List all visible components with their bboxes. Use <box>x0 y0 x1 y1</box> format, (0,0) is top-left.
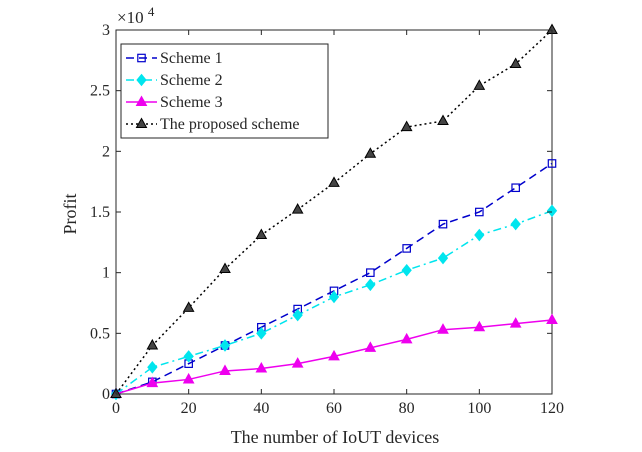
data-point <box>366 268 375 277</box>
data-point <box>183 350 194 363</box>
legend-box <box>120 43 329 139</box>
data-point <box>219 364 231 375</box>
y-tick-label: 0 <box>102 386 110 403</box>
legend-label: The proposed scheme <box>160 116 300 133</box>
data-point <box>400 332 413 344</box>
data-point <box>546 313 558 324</box>
data-point <box>328 290 340 304</box>
data-point <box>256 327 267 340</box>
series-4 <box>110 23 558 398</box>
legend-marker <box>135 117 148 128</box>
x-tick-label: 100 <box>467 400 491 417</box>
data-point <box>475 207 484 217</box>
data-point <box>509 57 522 68</box>
series-layer <box>110 23 558 401</box>
y-tick-label: 1.5 <box>90 204 110 221</box>
x-tick-label: 120 <box>540 400 564 417</box>
data-point <box>400 120 413 132</box>
data-point <box>219 339 231 352</box>
x-tick-label: 0 <box>112 400 120 417</box>
data-point <box>401 263 412 277</box>
data-point <box>147 361 158 374</box>
data-point <box>437 114 449 125</box>
data-point <box>146 376 159 388</box>
y-tick-label: 1 <box>102 265 110 282</box>
x-axis-label: The number of IoUT devices <box>231 427 440 447</box>
legend-marker <box>137 53 146 63</box>
y-multiplier-base: ×10 <box>117 8 144 27</box>
data-point <box>364 341 377 352</box>
legend-label: Scheme 2 <box>160 72 223 89</box>
data-point <box>219 262 231 274</box>
data-point <box>365 278 376 292</box>
y-axis-label: Profit <box>60 193 80 234</box>
x-tick-label: 40 <box>253 400 269 417</box>
data-point <box>473 79 486 90</box>
data-point <box>291 357 304 368</box>
data-point <box>182 301 195 312</box>
data-point <box>437 251 449 265</box>
y-multiplier: ×10 4 <box>117 4 155 27</box>
x-tick-label: 20 <box>181 400 197 417</box>
legend: Scheme 1 Scheme 2 Scheme 3 The proposed sch… <box>120 43 329 139</box>
data-point <box>510 217 521 231</box>
y-tick-label: 2 <box>102 143 110 160</box>
legend-marker <box>136 73 147 87</box>
data-point <box>292 308 303 322</box>
data-point <box>182 372 195 384</box>
legend-label: Scheme 3 <box>160 94 223 111</box>
data-point <box>364 147 377 158</box>
data-point <box>328 349 340 361</box>
y-multiplier-exponent: 4 <box>148 4 155 19</box>
legend-entry: Scheme 1 <box>126 50 223 67</box>
data-point <box>437 323 449 334</box>
data-point <box>328 176 340 187</box>
data-point <box>255 228 268 240</box>
data-point <box>473 320 486 332</box>
legend-label: Scheme 1 <box>160 50 223 67</box>
axes-layer: 0 20 40 60 80 100 120 0 0.5 1 1.5 2 2.5 3 <box>90 22 564 417</box>
legend-entry: The proposed scheme <box>126 116 300 133</box>
y-tick-label: 2.5 <box>90 83 110 100</box>
data-point <box>146 338 159 350</box>
y-tick-label: 3 <box>102 22 110 39</box>
x-tick-label: 80 <box>399 400 415 417</box>
legend-marker <box>135 95 148 106</box>
y-tick-label: 0.5 <box>90 325 110 342</box>
data-point <box>547 159 557 168</box>
x-tick-label: 60 <box>326 400 342 417</box>
legend-entry: Scheme 3 <box>126 94 223 111</box>
data-point <box>438 219 448 229</box>
data-point <box>255 361 268 373</box>
legend-entry: Scheme 2 <box>126 72 223 89</box>
data-point <box>511 183 520 193</box>
data-point <box>402 244 411 253</box>
data-point <box>546 204 558 218</box>
data-point <box>291 203 304 214</box>
data-point <box>474 228 485 242</box>
data-point <box>509 317 522 328</box>
